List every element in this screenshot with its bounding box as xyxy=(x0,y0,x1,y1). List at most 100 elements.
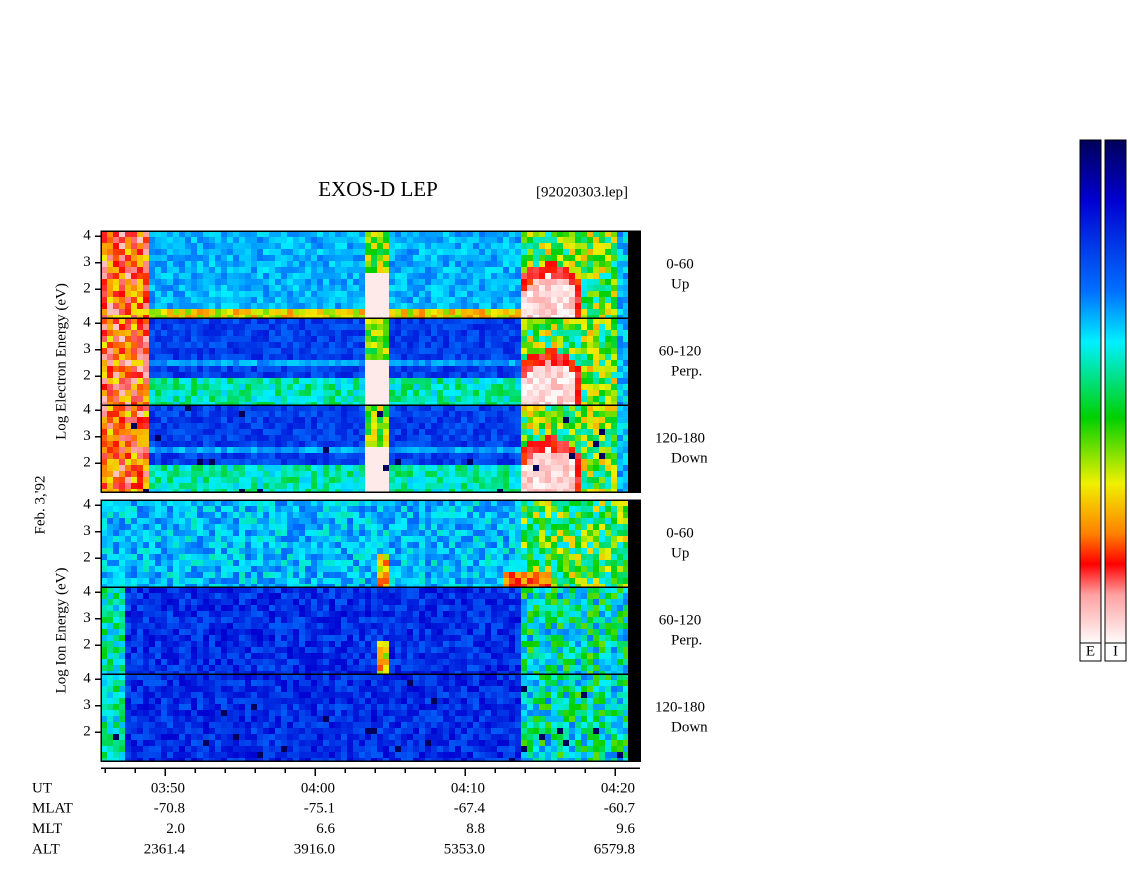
spectrogram-cell xyxy=(485,447,491,453)
spectrogram-cell xyxy=(143,354,149,360)
spectrogram-cell xyxy=(263,536,269,542)
spectrogram-cell xyxy=(557,279,563,285)
spectrogram-cell xyxy=(209,396,215,402)
spectrogram-cell xyxy=(557,330,563,336)
spectrogram-cell xyxy=(341,518,347,524)
spectrogram-cell xyxy=(185,309,191,315)
spectrogram-cell xyxy=(431,471,437,477)
spectrogram-cell xyxy=(587,372,593,378)
spectrogram-cell xyxy=(569,249,575,255)
spectrogram-cell xyxy=(617,273,623,279)
spectrogram-cell xyxy=(419,372,425,378)
spectrogram-cell xyxy=(491,336,497,342)
spectrogram-cell xyxy=(599,384,605,390)
spectrogram-cell xyxy=(275,342,281,348)
spectrogram-cell xyxy=(137,378,143,384)
spectrogram-cell xyxy=(401,354,407,360)
spectrogram-cell xyxy=(173,261,179,267)
spectrogram-cell xyxy=(233,453,239,459)
spectrogram-cell xyxy=(395,417,401,423)
spectrogram-cell xyxy=(461,324,467,330)
spectrogram-cell xyxy=(227,465,233,471)
spectrogram-cell xyxy=(299,243,305,249)
spectrogram-cell xyxy=(569,372,575,378)
spectrogram-cell xyxy=(491,441,497,447)
spectrogram-cell xyxy=(473,342,479,348)
spectrogram-cell xyxy=(593,530,599,536)
spectrogram-cell xyxy=(107,518,113,524)
spectrogram-cell xyxy=(107,318,113,324)
spectrogram-cell xyxy=(467,315,473,318)
spectrogram-cell xyxy=(353,566,359,572)
spectrogram-cell xyxy=(245,330,251,336)
spectrogram-cell xyxy=(281,483,287,489)
spectrogram-cell xyxy=(461,336,467,342)
spectrogram-cell xyxy=(299,267,305,273)
spectrogram-cell xyxy=(449,518,455,524)
spectrogram-cell xyxy=(509,465,515,471)
spectrogram-cell xyxy=(137,360,143,366)
spectrogram-cell xyxy=(293,396,299,402)
spectrogram-cell xyxy=(407,465,413,471)
spectrogram-cell xyxy=(215,465,221,471)
spectrogram-cell xyxy=(275,318,281,324)
spectrogram-cell xyxy=(347,291,353,297)
spectrogram-cell xyxy=(473,423,479,429)
spectrogram-cell xyxy=(563,237,569,243)
spectrogram-cell xyxy=(101,483,107,489)
spectrogram-cell xyxy=(605,465,611,471)
spectrogram-cell xyxy=(119,411,125,417)
spectrogram-cell xyxy=(251,477,257,483)
spectrogram-cell xyxy=(317,417,323,423)
spectrogram-cell xyxy=(167,500,173,506)
spectrogram-cell xyxy=(443,279,449,285)
spectrogram-cell xyxy=(479,243,485,249)
spectrogram-cell xyxy=(623,348,628,354)
spectrogram-cell xyxy=(227,530,233,536)
spectrogram-cell xyxy=(149,554,155,560)
spectrogram-cell xyxy=(119,267,125,273)
spectrogram-cell xyxy=(443,402,449,405)
spectrogram-cell xyxy=(137,285,143,291)
spectrogram-cell xyxy=(143,554,149,560)
spectrogram-cell xyxy=(611,330,617,336)
spectrogram-cell xyxy=(533,396,539,402)
spectrogram-cell xyxy=(521,285,527,291)
spectrogram-cell xyxy=(467,471,473,477)
spectrogram-cell xyxy=(215,261,221,267)
spectrogram-cell xyxy=(497,285,503,291)
spectrogram-cell xyxy=(155,366,161,372)
spectrogram-cell xyxy=(245,372,251,378)
spectrogram-cell xyxy=(557,483,563,489)
spectrogram-cell xyxy=(461,342,467,348)
spectrogram-cell xyxy=(281,366,287,372)
spectrogram-cell xyxy=(323,429,329,435)
spectrogram-cell xyxy=(203,291,209,297)
spectrogram-cell xyxy=(107,396,113,402)
spectrogram-cell xyxy=(299,348,305,354)
spectrogram-cell xyxy=(347,411,353,417)
spectrogram-cell xyxy=(377,405,383,411)
spectrogram-cell xyxy=(119,554,125,560)
spectrogram-cell xyxy=(551,342,557,348)
spectrogram-cell xyxy=(479,524,485,530)
spectrogram-cell xyxy=(581,273,587,279)
spectrogram-cell xyxy=(191,324,197,330)
spectrogram-cell xyxy=(377,297,383,303)
spectrogram-cell xyxy=(617,435,623,441)
spectrogram-cell xyxy=(323,267,329,273)
spectrogram-cell xyxy=(623,411,628,417)
spectrogram-cell xyxy=(113,390,119,396)
spectrogram-cell xyxy=(593,342,599,348)
spectrogram-cell xyxy=(461,297,467,303)
spectrogram-cell xyxy=(233,566,239,572)
spectrogram-cell xyxy=(485,477,491,483)
spectrogram-cell xyxy=(545,560,551,566)
spectrogram-cell xyxy=(281,429,287,435)
spectrogram-cell xyxy=(557,255,563,261)
spectrogram-cell xyxy=(551,500,557,506)
spectrogram-cell xyxy=(461,396,467,402)
spectrogram-cell xyxy=(173,548,179,554)
spectrogram-cell xyxy=(287,489,293,492)
spectrogram-cell xyxy=(161,324,167,330)
